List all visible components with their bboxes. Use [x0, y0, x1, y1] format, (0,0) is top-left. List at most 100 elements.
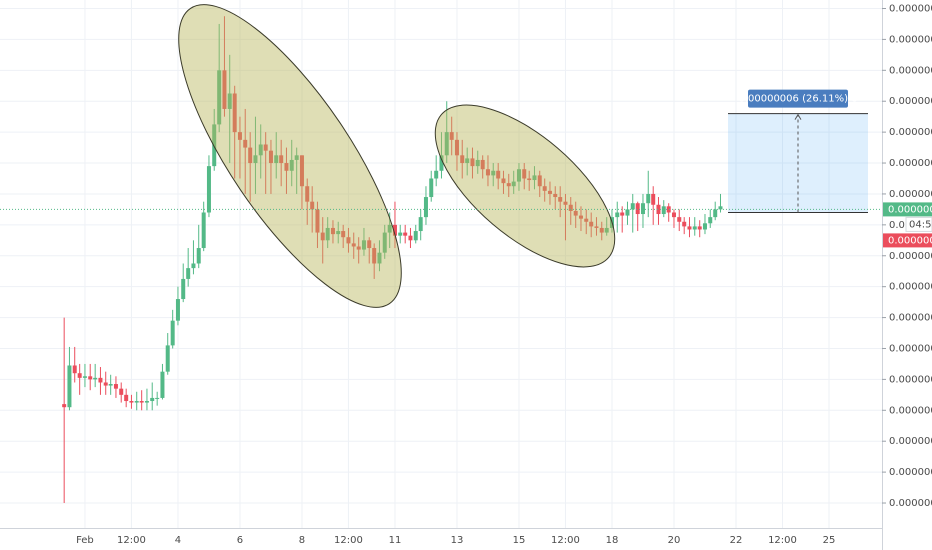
candle-body: [253, 155, 258, 164]
candle-body: [77, 373, 82, 378]
candle-body: [454, 139, 459, 156]
candle-body: [671, 212, 676, 218]
y-tick-label: 0.00000028: [889, 158, 932, 169]
candle-body: [134, 401, 139, 403]
candle-body: [93, 377, 98, 380]
candle-body: [677, 217, 682, 222]
candle-body: [222, 70, 227, 109]
candle-body: [413, 231, 418, 241]
x-tick-label: 12:00: [334, 535, 363, 546]
y-tick-label: 0.00000034: [889, 65, 932, 76]
y-tick-label: 0.00000038: [889, 3, 932, 14]
candle-body: [666, 206, 671, 213]
candle-body: [444, 132, 449, 156]
candle-body: [718, 206, 723, 210]
candle-body: [620, 212, 625, 216]
candle-body: [155, 397, 160, 399]
candle-body: [186, 268, 191, 279]
candle-body: [434, 170, 439, 179]
y-tick-label: 0.00000032: [889, 96, 932, 107]
candle-body: [423, 197, 428, 218]
candle-body: [289, 159, 294, 171]
candle-body: [294, 155, 299, 160]
candle-body: [196, 248, 201, 264]
candle-body: [201, 212, 206, 249]
candle-body: [532, 175, 537, 181]
candle-body: [553, 193, 558, 198]
candle-body: [449, 132, 454, 140]
candle-body: [640, 203, 645, 215]
candle-body: [212, 124, 217, 167]
candle-body: [682, 221, 687, 227]
candle-body: [604, 227, 609, 233]
candle-body: [227, 93, 232, 109]
candle-body: [408, 235, 413, 241]
candle-body: [708, 217, 713, 224]
x-tick-label: 22: [730, 535, 743, 546]
candle-body: [537, 175, 542, 187]
candle-body: [274, 155, 279, 164]
candle-body: [568, 204, 573, 211]
candle-body: [439, 155, 444, 171]
candle-body: [594, 226, 599, 228]
candle-body: [392, 224, 397, 236]
candle-body: [336, 231, 341, 235]
price-axis: [882, 0, 932, 550]
candle-body: [480, 159, 485, 170]
candle-body: [170, 320, 175, 346]
ellipse-annotation[interactable]: [141, 0, 440, 337]
candle-body: [578, 215, 583, 219]
y-tick-label: 0.00000036: [889, 34, 932, 45]
candle-body: [150, 397, 155, 402]
candle-body: [584, 218, 589, 222]
candle-body: [496, 170, 501, 179]
candle-body: [646, 193, 651, 204]
candle-body: [129, 401, 134, 403]
candle-body: [279, 155, 284, 164]
candle-body: [206, 166, 211, 213]
candle-body: [692, 226, 697, 230]
candle-body: [98, 377, 103, 383]
candle-body: [232, 93, 237, 133]
candle-body: [258, 144, 263, 156]
candle-body: [372, 248, 377, 264]
y-tick-label: 0.00000020: [889, 282, 932, 293]
candle-body: [516, 169, 521, 182]
candle-body: [351, 243, 356, 247]
candle-body: [325, 227, 330, 241]
y-tick-label: 0.00000006: [889, 498, 932, 509]
candle-body: [563, 201, 568, 205]
candle-body: [165, 345, 170, 372]
candle-body: [144, 401, 149, 403]
y-tick-label: 0.00000012: [889, 405, 932, 416]
second-price-box: [883, 233, 932, 248]
y-tick-label: 0.00000014: [889, 374, 932, 385]
candle-body: [429, 178, 434, 198]
x-tick-label: 12:00: [117, 535, 146, 546]
candle-body: [108, 384, 113, 386]
candle-body: [268, 150, 273, 164]
ellipse-annotation[interactable]: [409, 77, 641, 296]
candle-body: [124, 394, 129, 402]
candle-body: [573, 210, 578, 216]
candle-body: [615, 212, 620, 218]
y-tick-label: 0.00000008: [889, 467, 932, 478]
candle-body: [635, 203, 640, 215]
candles: [62, 16, 723, 504]
candle-body: [284, 163, 289, 171]
candle-body: [62, 404, 67, 408]
x-tick-label: 11: [389, 535, 402, 546]
overlay: 0.00000006 (26.11%) 6: [0, 89, 882, 213]
candle-body: [119, 388, 124, 395]
candle-body: [82, 376, 87, 378]
candle-body: [702, 223, 707, 230]
candle-body: [403, 232, 408, 236]
candle-body: [361, 240, 366, 250]
candle-body: [346, 237, 351, 244]
candle-body: [237, 132, 242, 140]
candle-body: [599, 227, 604, 233]
candle-body: [243, 139, 248, 148]
candle-body: [522, 169, 527, 179]
